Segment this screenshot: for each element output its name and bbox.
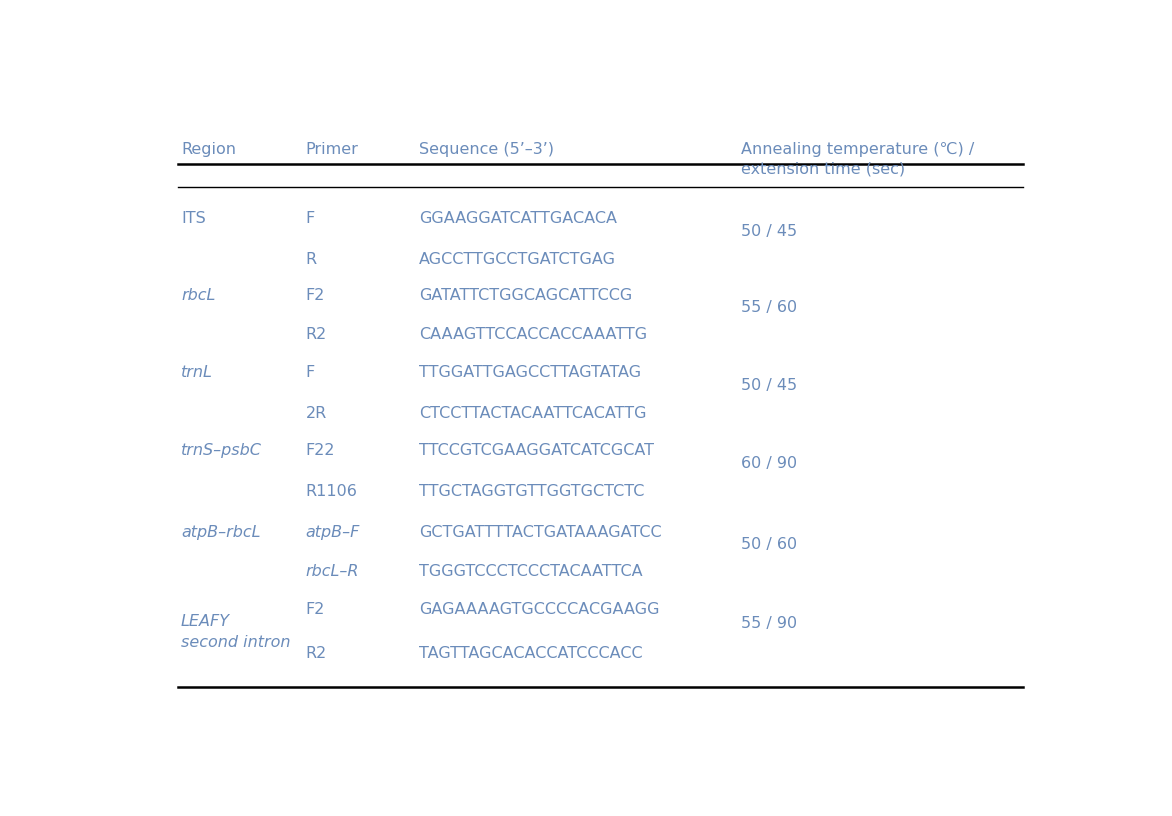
Text: trnL: trnL xyxy=(180,365,213,380)
Text: F22: F22 xyxy=(306,444,335,459)
Text: F: F xyxy=(306,211,315,226)
Text: 55 / 90: 55 / 90 xyxy=(742,616,798,632)
Text: TGGGTCCCTCCCTACAATTCA: TGGGTCCCTCCCTACAATTCA xyxy=(420,564,642,579)
Text: 50 / 60: 50 / 60 xyxy=(742,537,798,552)
Text: 50 / 45: 50 / 45 xyxy=(742,224,798,239)
Text: GGAAGGATCATTGACACA: GGAAGGATCATTGACACA xyxy=(420,211,616,226)
Text: ITS: ITS xyxy=(180,211,206,226)
Text: 2R: 2R xyxy=(306,406,327,421)
Text: Sequence (5’–3’): Sequence (5’–3’) xyxy=(420,142,554,157)
Text: Region: Region xyxy=(180,142,236,157)
Text: LEAFY
second intron: LEAFY second intron xyxy=(180,614,291,650)
Text: 55 / 60: 55 / 60 xyxy=(742,300,798,315)
Text: F: F xyxy=(306,365,315,380)
Text: F2: F2 xyxy=(306,288,325,303)
Text: 50 / 45: 50 / 45 xyxy=(742,378,798,392)
Text: GCTGATTTTACTGATAAAGATCC: GCTGATTTTACTGATAAAGATCC xyxy=(420,526,662,540)
Text: CTCCTTACTACAATTCACATTG: CTCCTTACTACAATTCACATTG xyxy=(420,406,647,421)
Text: Annealing temperature (℃) /
extension time (sec): Annealing temperature (℃) / extension ti… xyxy=(742,142,975,177)
Text: atpB–rbcL: atpB–rbcL xyxy=(180,526,260,540)
Text: TTCCGTCGAAGGATCATCGCAT: TTCCGTCGAAGGATCATCGCAT xyxy=(420,444,654,459)
Text: 60 / 90: 60 / 90 xyxy=(742,456,798,472)
Text: rbcL: rbcL xyxy=(180,288,216,303)
Text: GATATTCTGGCAGCATTCCG: GATATTCTGGCAGCATTCCG xyxy=(420,288,632,303)
Text: AGCCTTGCCTGATCTGAG: AGCCTTGCCTGATCTGAG xyxy=(420,252,616,267)
Text: R2: R2 xyxy=(306,327,327,342)
Text: atpB–F: atpB–F xyxy=(306,526,360,540)
Text: rbcL–R: rbcL–R xyxy=(306,564,359,579)
Text: R: R xyxy=(306,252,316,267)
Text: GAGAAAAGTGCCCCACGAAGG: GAGAAAAGTGCCCCACGAAGG xyxy=(420,602,660,617)
Text: R1106: R1106 xyxy=(306,485,357,499)
Text: TAGTTAGCACACCATCCCACC: TAGTTAGCACACCATCCCACC xyxy=(420,645,642,661)
Text: CAAAGTTCCACCACCAAATTG: CAAAGTTCCACCACCAAATTG xyxy=(420,327,647,342)
Text: TTGGATTGAGCCTTAGTATAG: TTGGATTGAGCCTTAGTATAG xyxy=(420,365,641,380)
Text: F2: F2 xyxy=(306,602,325,617)
Text: R2: R2 xyxy=(306,645,327,661)
Text: TTGCTAGGTGTTGGTGCTCTC: TTGCTAGGTGTTGGTGCTCTC xyxy=(420,485,645,499)
Text: Primer: Primer xyxy=(306,142,359,157)
Text: trnS–psbC: trnS–psbC xyxy=(180,444,261,459)
